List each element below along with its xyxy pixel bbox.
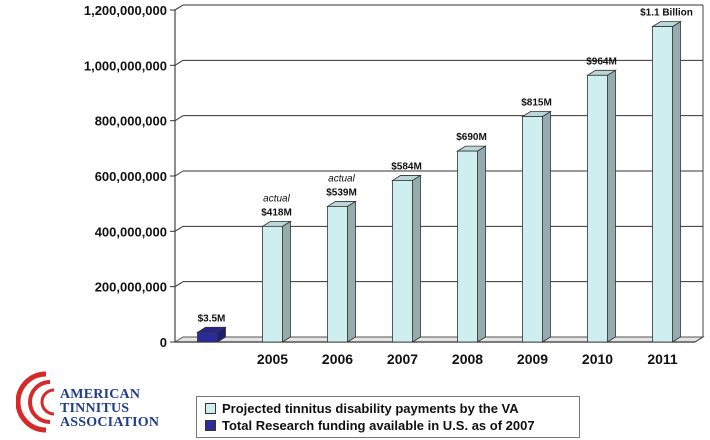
y-tick-label: 0 (160, 335, 167, 350)
bar (457, 150, 478, 343)
logo-line-2: TINNITUS (60, 401, 130, 416)
bar (262, 225, 283, 343)
chart-legend: Projected tinnitus disability payments b… (196, 396, 580, 438)
bar-chart: 0 200,000,000 400,000,000 600,000,000 800,00… (84, 3, 705, 367)
plot-back-wall (175, 5, 703, 342)
data-note: actual (328, 173, 355, 184)
data-label: $815M (521, 98, 552, 109)
y-tick-label: 1,000,000,000 (84, 58, 167, 73)
ata-logo: AMERICAN TINNITUS ASSOCIATION (16, 370, 166, 436)
bar-side (347, 200, 356, 343)
logo-line-1: AMERICAN (60, 387, 141, 402)
bar (197, 331, 218, 343)
x-tick-label: 2009 (517, 351, 548, 367)
data-label: $418M (261, 207, 292, 218)
gridline-depth (174, 225, 184, 232)
plot-right-depth-edge (694, 336, 704, 343)
bar (327, 206, 348, 343)
legend-item-research-funding: Total Research funding available in U.S.… (205, 417, 571, 434)
logo-text: AMERICAN TINNITUS ASSOCIATION (60, 388, 159, 430)
bar-side (607, 69, 616, 343)
data-label: $964M (586, 56, 617, 67)
bar (392, 180, 413, 343)
x-tick-label: 2007 (387, 351, 418, 367)
bar-side (672, 20, 681, 343)
legend-swatch-va-payments (205, 403, 216, 414)
gridline-depth (174, 170, 184, 177)
legend-item-va-payments: Projected tinnitus disability payments b… (205, 400, 571, 417)
x-tick-label: 2008 (452, 351, 483, 367)
x-tick-label: 2006 (322, 351, 353, 367)
bar-side (477, 145, 486, 343)
logo-line-3: ASSOCIATION (60, 415, 160, 430)
legend-label-va-payments: Projected tinnitus disability payments b… (222, 401, 519, 416)
plot-floor (173, 336, 705, 343)
bar-side (282, 220, 291, 343)
gridline-depth (174, 115, 184, 122)
x-tick-label: 2005 (257, 351, 288, 367)
data-note: actual (263, 193, 290, 204)
bar (522, 116, 543, 343)
data-label: $1.1 Billion (640, 8, 693, 19)
gridline-depth (174, 59, 184, 66)
y-tick-label: 800,000,000 (95, 114, 167, 129)
y-tick-label: 400,000,000 (95, 224, 167, 239)
bar (587, 74, 608, 343)
gridline-depth (174, 281, 184, 288)
x-tick-label: 2011 (647, 351, 678, 367)
data-label: $539M (326, 187, 357, 198)
data-label: $3.5M (198, 313, 226, 324)
data-label: $584M (391, 161, 422, 172)
legend-swatch-research-funding (205, 420, 216, 431)
bar-side (542, 110, 551, 343)
bar (652, 26, 673, 343)
gridline-depth (174, 4, 184, 11)
bar-side (412, 174, 421, 343)
y-tick-label: 200,000,000 (95, 280, 167, 295)
x-tick-label: 2010 (582, 351, 613, 367)
y-tick-label: 600,000,000 (95, 169, 167, 184)
legend-label-research-funding: Total Research funding available in U.S.… (222, 418, 535, 433)
logo-arcs-icon (16, 371, 55, 433)
data-label: $690M (456, 132, 487, 143)
y-tick-label: 1,200,000,000 (84, 3, 167, 18)
